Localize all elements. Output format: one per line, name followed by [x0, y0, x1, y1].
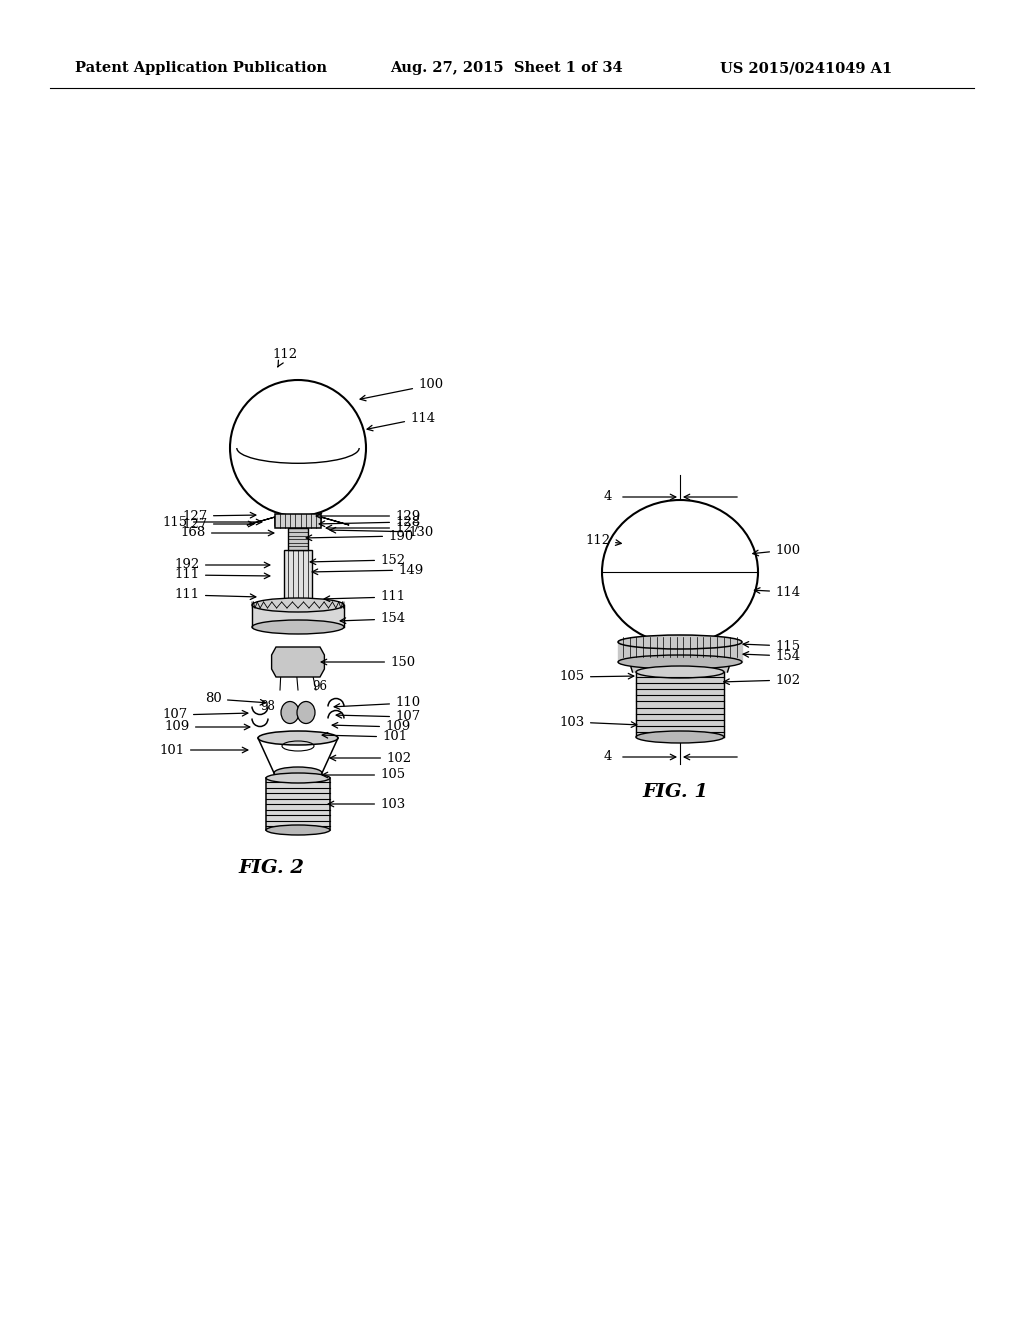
Text: 109: 109: [332, 721, 411, 734]
Text: 129: 129: [316, 510, 420, 523]
Text: 111: 111: [325, 590, 406, 603]
Ellipse shape: [266, 825, 330, 836]
Text: 115: 115: [743, 639, 800, 652]
Ellipse shape: [258, 731, 338, 744]
Text: 110: 110: [334, 697, 420, 710]
Text: 4: 4: [603, 751, 612, 763]
Ellipse shape: [252, 620, 344, 634]
Polygon shape: [618, 642, 742, 663]
Text: 154: 154: [340, 612, 406, 626]
Text: 192: 192: [175, 558, 270, 572]
Text: US 2015/0241049 A1: US 2015/0241049 A1: [720, 61, 892, 75]
Polygon shape: [284, 550, 312, 605]
Text: 114: 114: [755, 586, 800, 598]
Polygon shape: [271, 647, 325, 677]
Text: 127: 127: [182, 510, 256, 523]
Text: 98: 98: [260, 701, 274, 714]
Text: 112: 112: [585, 533, 622, 546]
Ellipse shape: [636, 731, 724, 743]
Text: 111: 111: [175, 569, 270, 582]
Text: 80: 80: [205, 693, 266, 705]
Text: 100: 100: [360, 379, 443, 401]
Text: 103: 103: [328, 797, 406, 810]
Polygon shape: [630, 664, 730, 672]
Text: 149: 149: [312, 564, 423, 577]
Text: 107: 107: [336, 710, 420, 723]
Polygon shape: [275, 513, 321, 528]
Text: 127: 127: [182, 517, 254, 531]
Text: 102: 102: [724, 673, 800, 686]
Text: FIG. 2: FIG. 2: [238, 859, 304, 876]
Text: 4: 4: [603, 491, 612, 503]
Text: 102: 102: [330, 751, 411, 764]
Text: 150: 150: [322, 656, 415, 668]
Text: 128: 128: [319, 516, 420, 528]
Text: 105: 105: [323, 768, 406, 781]
Text: 96: 96: [312, 681, 327, 693]
Ellipse shape: [297, 701, 315, 723]
Ellipse shape: [252, 598, 344, 612]
Text: 101: 101: [323, 730, 408, 743]
Text: 101: 101: [160, 743, 248, 756]
Text: Aug. 27, 2015  Sheet 1 of 34: Aug. 27, 2015 Sheet 1 of 34: [390, 61, 623, 75]
Text: 107: 107: [163, 709, 248, 722]
Text: FIG. 1: FIG. 1: [642, 783, 708, 801]
Ellipse shape: [618, 635, 742, 649]
Text: Patent Application Publication: Patent Application Publication: [75, 61, 327, 75]
Text: 105: 105: [560, 671, 634, 684]
Polygon shape: [266, 777, 330, 830]
Text: 111: 111: [175, 589, 256, 602]
Text: 130: 130: [330, 525, 433, 539]
Ellipse shape: [274, 767, 322, 779]
Text: 154: 154: [743, 649, 800, 663]
Text: 114: 114: [367, 412, 435, 430]
Ellipse shape: [602, 500, 758, 644]
Text: 100: 100: [753, 544, 800, 557]
Text: 115: 115: [163, 516, 262, 528]
Polygon shape: [252, 605, 344, 627]
Text: 152: 152: [310, 553, 406, 566]
Text: 127: 127: [327, 521, 420, 535]
Polygon shape: [288, 528, 308, 550]
Polygon shape: [636, 672, 724, 737]
Text: 168: 168: [181, 527, 273, 540]
Text: 190: 190: [306, 529, 414, 543]
Ellipse shape: [636, 667, 724, 678]
Ellipse shape: [618, 655, 742, 669]
Text: 103: 103: [560, 715, 637, 729]
Text: 112: 112: [272, 348, 297, 367]
Ellipse shape: [266, 774, 330, 783]
Ellipse shape: [281, 701, 299, 723]
Circle shape: [230, 380, 366, 516]
Text: 109: 109: [165, 721, 250, 734]
